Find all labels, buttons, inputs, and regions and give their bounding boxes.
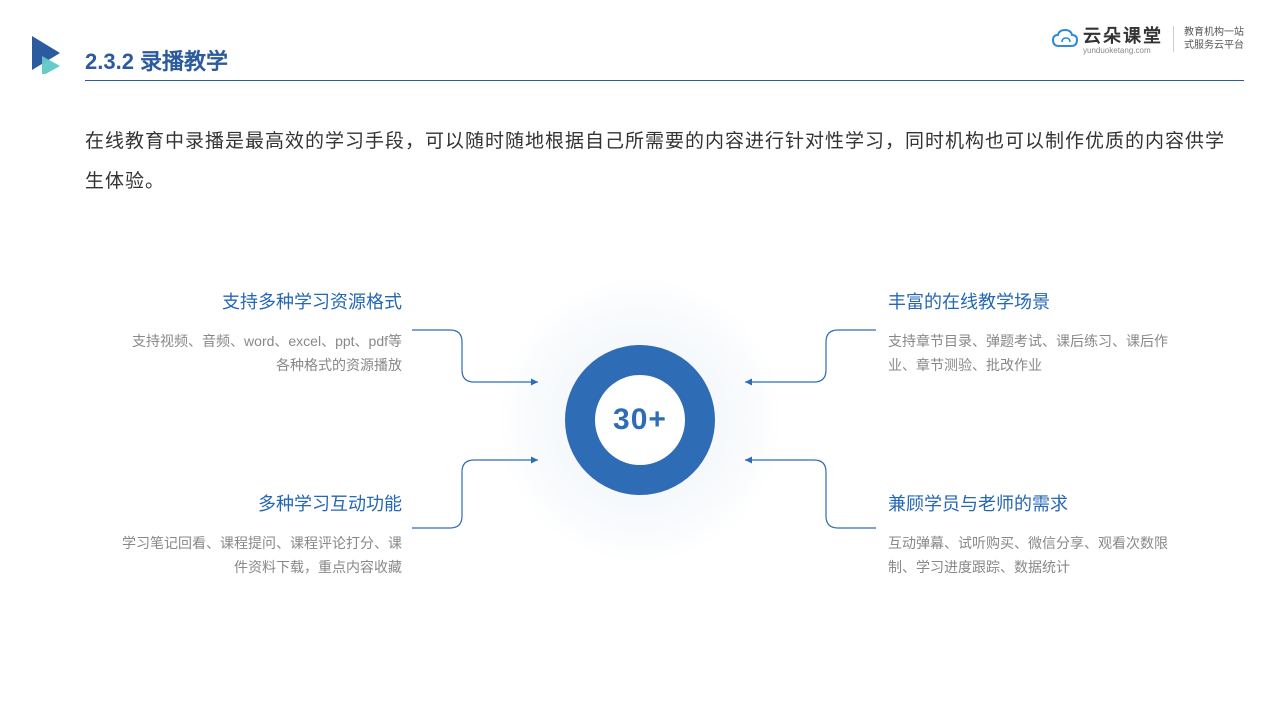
feature-bottom-right: 兼顾学员与老师的需求 互动弹幕、试听购买、微信分享、观看次数限制、学习进度跟踪、… [888, 490, 1168, 580]
section-number: 2.3.2 [85, 49, 134, 74]
section-title: 2.3.2录播教学 [85, 44, 228, 76]
logo-tagline-line1: 教育机构一站 [1184, 26, 1244, 39]
feature-desc: 支持视频、音频、word、excel、ppt、pdf等各种格式的资源播放 [122, 330, 402, 378]
feature-title: 兼顾学员与老师的需求 [888, 490, 1168, 516]
logo-mark: 云朵课堂 yunduoketang.com [1051, 22, 1163, 55]
feature-title: 丰富的在线教学场景 [888, 288, 1168, 314]
logo-brand-text: 云朵课堂 [1083, 26, 1163, 46]
feature-desc: 支持章节目录、弹题考试、课后练习、课后作业、章节测验、批改作业 [888, 330, 1168, 378]
feature-desc: 学习笔记回看、课程提问、课程评论打分、课件资料下载，重点内容收藏 [122, 532, 402, 580]
feature-title: 多种学习互动功能 [122, 490, 402, 516]
header-underline [85, 80, 1244, 81]
feature-desc: 互动弹幕、试听购买、微信分享、观看次数限制、学习进度跟踪、数据统计 [888, 532, 1168, 580]
logo-tagline: 教育机构一站 式服务云平台 [1184, 26, 1244, 52]
logo-divider [1173, 26, 1174, 52]
feature-bottom-left: 多种学习互动功能 学习笔记回看、课程提问、课程评论打分、课件资料下载，重点内容收… [122, 490, 402, 580]
feature-top-left: 支持多种学习资源格式 支持视频、音频、word、excel、ppt、pdf等各种… [122, 288, 402, 378]
feature-title: 支持多种学习资源格式 [122, 288, 402, 314]
logo-tagline-line2: 式服务云平台 [1184, 39, 1244, 52]
section-title-text: 录播教学 [140, 49, 228, 74]
cloud-icon [1051, 28, 1079, 50]
center-value: 30+ [613, 403, 667, 437]
intro-paragraph: 在线教育中录播是最高效的学习手段，可以随时随地根据自己所需要的内容进行针对性学习… [85, 122, 1230, 202]
slide-bullet-icon [30, 32, 72, 79]
feature-top-right: 丰富的在线教学场景 支持章节目录、弹题考试、课后练习、课后作业、章节测验、批改作… [888, 288, 1168, 378]
brand-logo: 云朵课堂 yunduoketang.com 教育机构一站 式服务云平台 [1051, 22, 1244, 55]
logo-domain-text: yunduoketang.com [1083, 46, 1163, 55]
